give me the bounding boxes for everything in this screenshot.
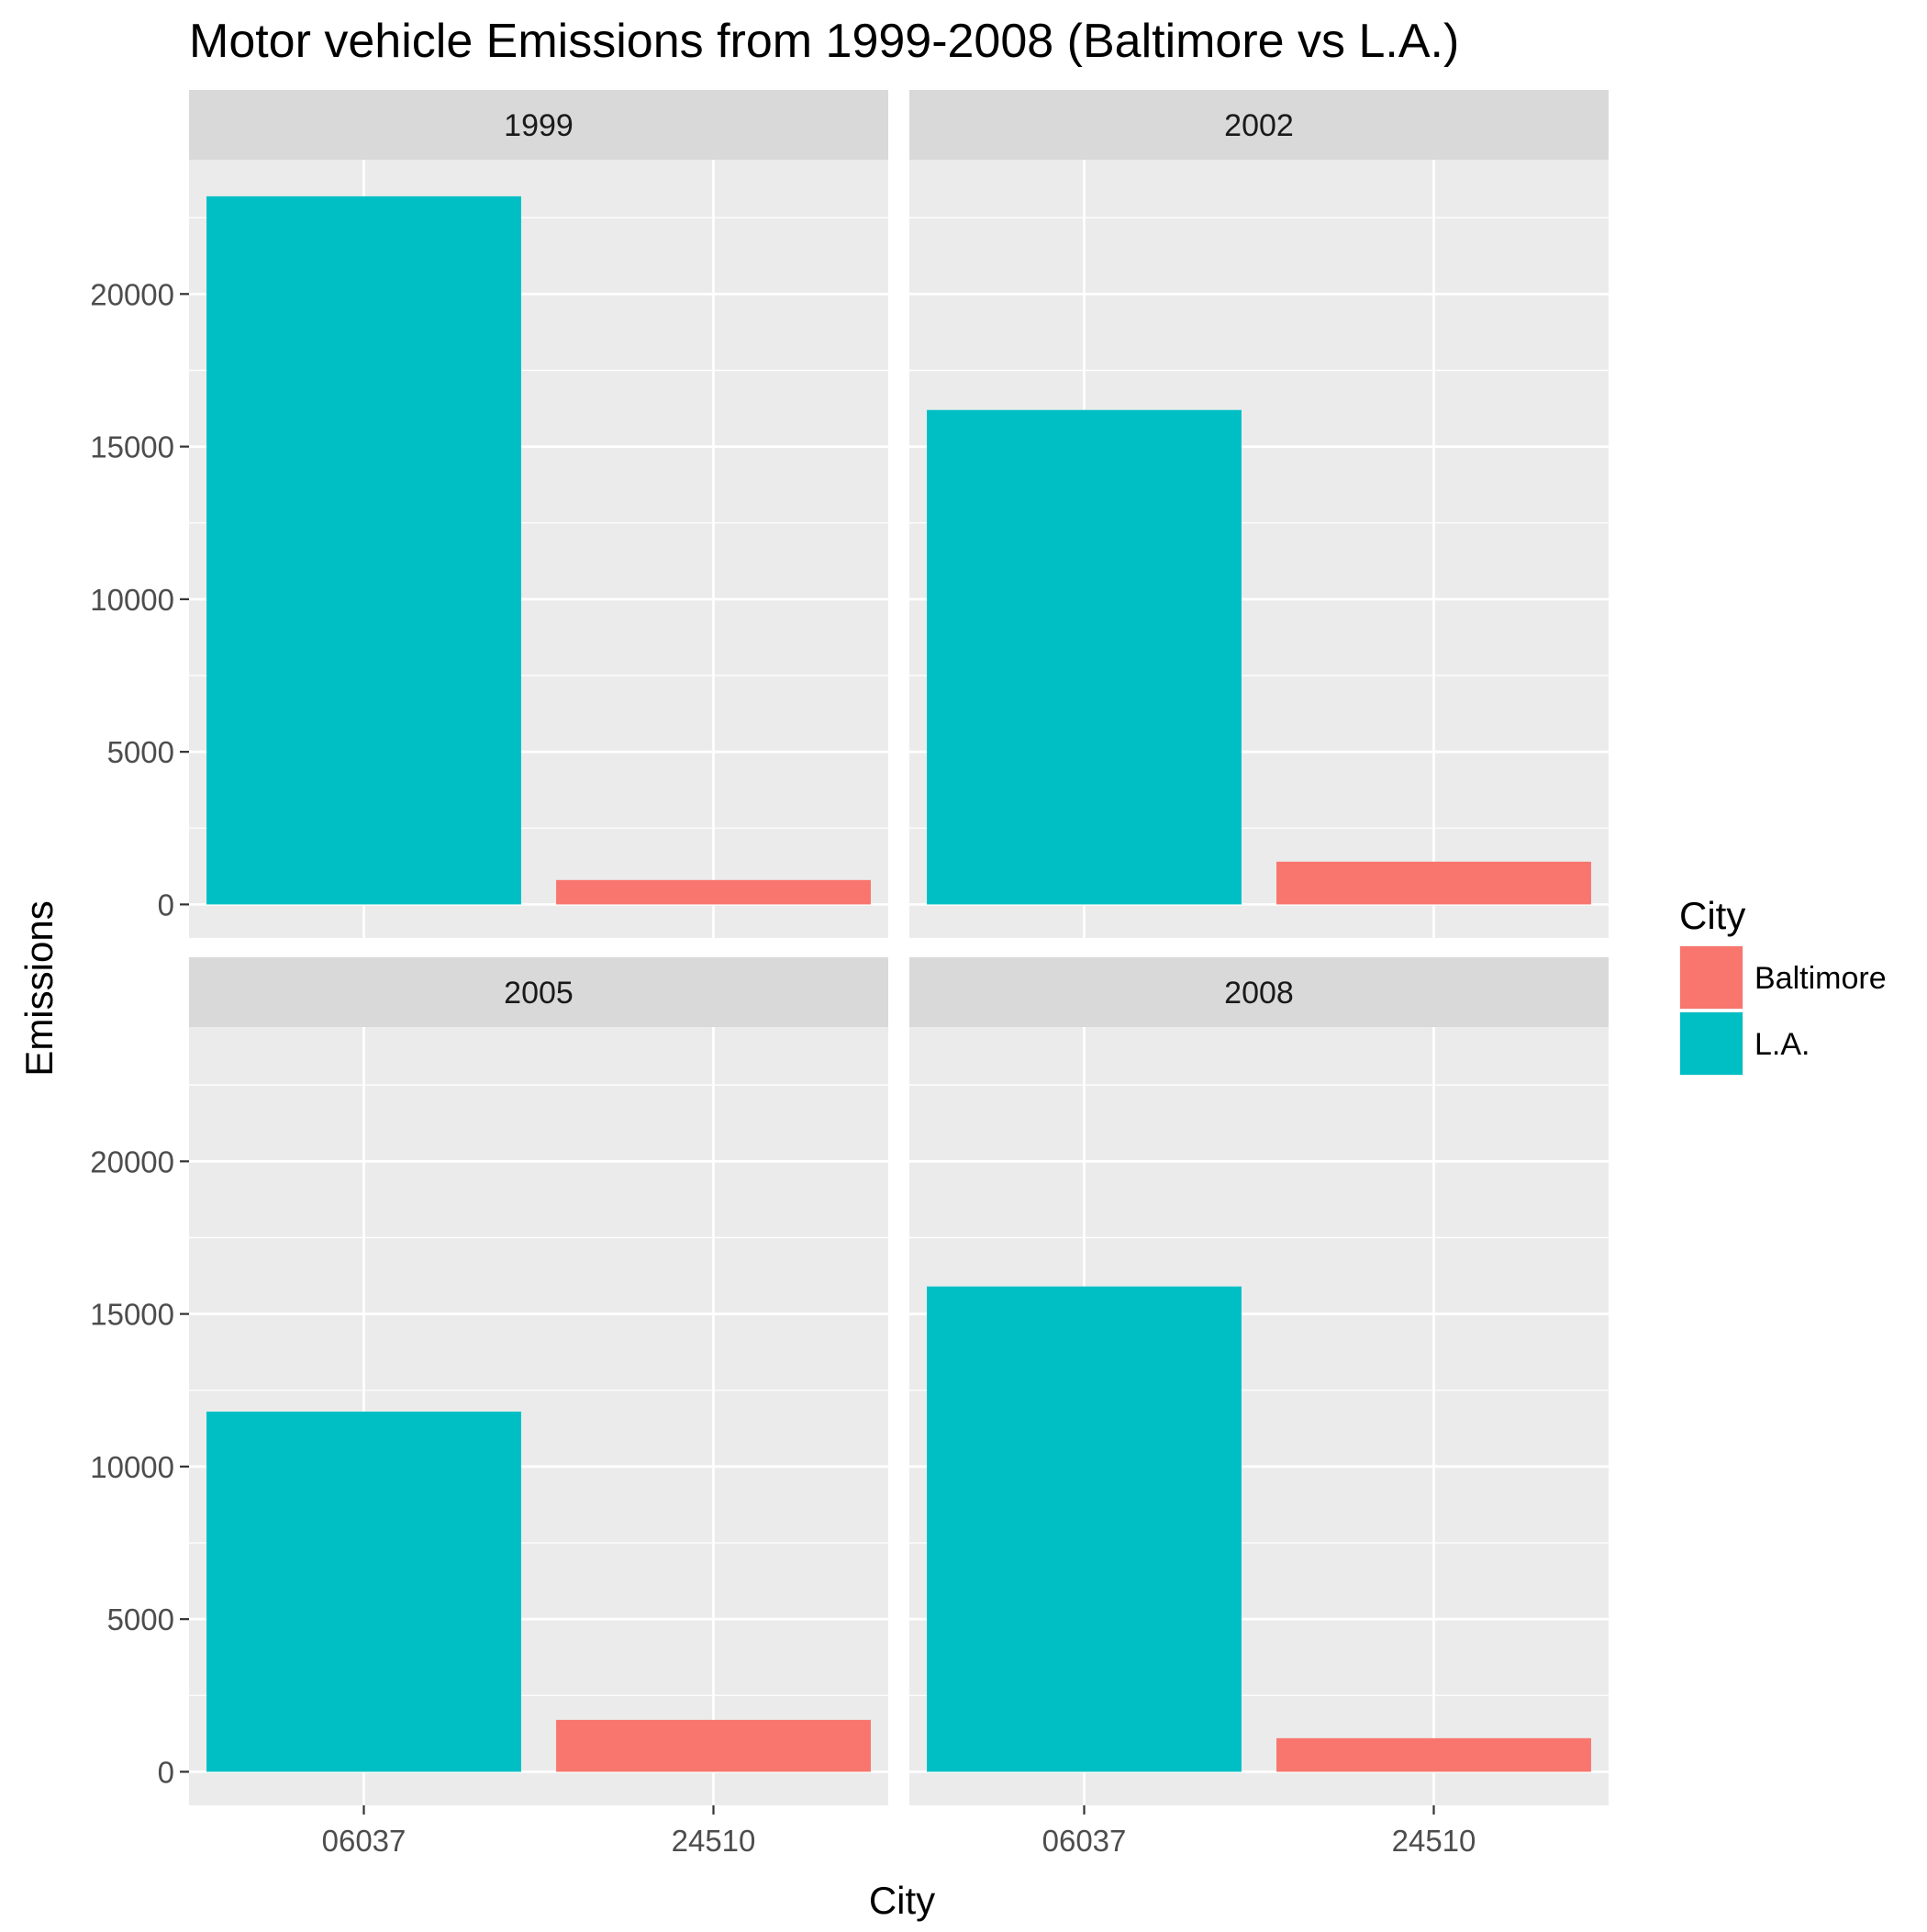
facet-panel-2002: 2002 [909, 90, 1609, 938]
facet-panels: 1999 0 5000 10000 15000 20000 2002 2005 0 5000 100… [90, 90, 1609, 1858]
y-tick-label: 15000 [90, 430, 174, 464]
bar-24510-1999 [556, 879, 871, 905]
y-tick-label: 10000 [90, 583, 174, 617]
facet-panel-2005: 2005 0 5000 10000 15000 20000 06037 24510 [90, 957, 888, 1858]
y-tick-label: 5000 [107, 1603, 174, 1636]
bar-24510-2008 [1276, 1737, 1591, 1772]
bar-06037-2002 [927, 409, 1242, 905]
x-tick-label: 24510 [672, 1824, 756, 1858]
bar-24510-2005 [556, 1719, 871, 1772]
y-axis-label: Emissions [17, 900, 61, 1076]
facet-strip-label: 2002 [1224, 108, 1294, 143]
legend-label: L.A. [1754, 1027, 1810, 1062]
legend-entry-l-a: L.A. [1679, 1011, 1810, 1076]
legend-label: Baltimore [1754, 961, 1887, 996]
y-tick-label: 20000 [90, 1145, 174, 1178]
y-tick-label: 0 [158, 1755, 174, 1789]
facet-strip [909, 957, 1609, 1027]
x-tick-label: 06037 [1042, 1824, 1127, 1858]
facet-strip [189, 957, 888, 1027]
chart-title: Motor vehicle Emissions from 1999-2008 (… [189, 15, 1459, 68]
y-tick-label: 15000 [90, 1298, 174, 1332]
y-tick-label: 0 [158, 888, 174, 921]
legend: City Baltimore L.A. [1679, 894, 1887, 1076]
facet-strip [909, 90, 1609, 160]
bar-24510-2002 [1276, 861, 1591, 905]
facet-strip-label: 2005 [504, 976, 574, 1011]
legend-title: City [1679, 894, 1745, 937]
facet-panel-2008: 2008 06037 24510 [909, 957, 1609, 1858]
y-tick-label: 5000 [107, 735, 174, 769]
x-axis-label: City [869, 1879, 935, 1922]
y-tick-label: 20000 [90, 277, 174, 311]
bar-06037-1999 [206, 195, 521, 905]
legend-key-swatch [1680, 946, 1743, 1009]
legend-entry-baltimore: Baltimore [1679, 945, 1887, 1010]
bar-06037-2008 [927, 1286, 1242, 1772]
facet-strip-label: 1999 [504, 108, 574, 143]
facet-panel-1999: 1999 0 5000 10000 15000 20000 [90, 90, 888, 938]
bar-06037-2005 [206, 1412, 521, 1772]
legend-key-swatch [1680, 1012, 1743, 1075]
x-tick-label: 06037 [322, 1824, 407, 1858]
y-tick-label: 10000 [90, 1450, 174, 1484]
facet-strip-label: 2008 [1224, 976, 1294, 1011]
facet-strip [189, 90, 888, 160]
x-tick-label: 24510 [1392, 1824, 1476, 1858]
